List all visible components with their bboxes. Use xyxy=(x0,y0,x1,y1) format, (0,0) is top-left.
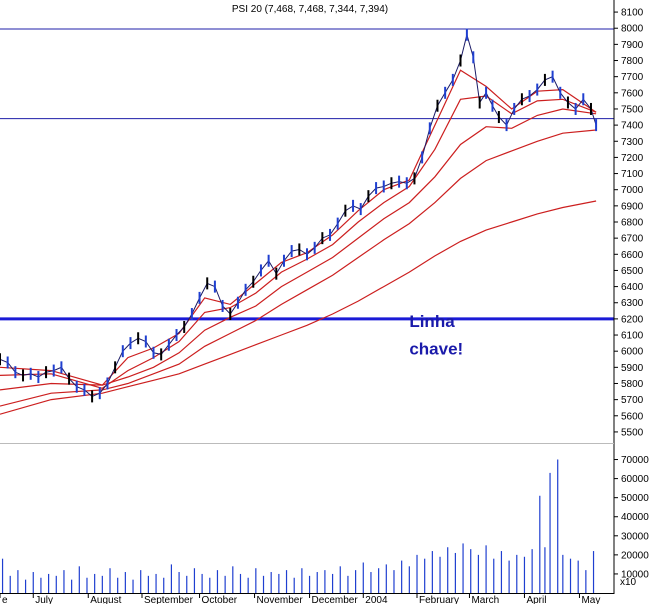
price-tick-label: 6800 xyxy=(621,218,644,229)
x-tick-label: November xyxy=(257,595,304,604)
price-tick-label: 6300 xyxy=(621,298,644,309)
x-tick-label: July xyxy=(35,595,53,604)
price-tick-label: 5500 xyxy=(621,427,644,438)
price-tick-label: 7800 xyxy=(621,56,644,67)
price-tick-label: 6200 xyxy=(621,314,644,325)
x-tick-label: February xyxy=(419,595,459,604)
chart-title: PSI 20 (7,468, 7,468, 7,344, 7,394) xyxy=(232,4,388,15)
moving-average-line-4 xyxy=(0,200,597,415)
x-tick-label: March xyxy=(471,595,499,604)
moving-average-line-1 xyxy=(0,95,597,389)
volume-tick-label: 50000 xyxy=(621,493,649,504)
price-tick-label: 6100 xyxy=(621,331,644,342)
price-tick-label: 7300 xyxy=(621,137,644,148)
volume-tick-label: 20000 xyxy=(621,550,649,561)
price-tick-label: 6000 xyxy=(621,347,644,358)
x-tick-label: April xyxy=(526,595,546,604)
volume-multiplier-label: x10 xyxy=(620,577,637,588)
price-tick-label: 8000 xyxy=(621,24,644,35)
price-tick-label: 6700 xyxy=(621,234,644,245)
price-tick-label: 8100 xyxy=(621,8,644,19)
volume-tick-label: 70000 xyxy=(621,455,649,466)
volume-tick-label: 10000 xyxy=(621,569,649,580)
price-tick-label: 6600 xyxy=(621,250,644,261)
x-tick-label: 2004 xyxy=(365,595,388,604)
moving-average-line-0 xyxy=(0,69,597,386)
x-tick-label: e xyxy=(2,595,8,604)
price-tick-label: 6500 xyxy=(621,266,644,277)
annotation-text: Linha xyxy=(409,312,455,331)
price-tick-label: 7600 xyxy=(621,88,644,99)
price-line xyxy=(0,32,597,397)
x-tick-label: September xyxy=(144,595,194,604)
x-tick-label: May xyxy=(581,595,600,604)
price-tick-label: 7500 xyxy=(621,104,644,115)
x-tick-label: October xyxy=(202,595,238,604)
price-tick-label: 7400 xyxy=(621,121,644,132)
volume-tick-label: 40000 xyxy=(621,512,649,523)
volume-tick-label: 60000 xyxy=(621,474,649,485)
price-tick-label: 7700 xyxy=(621,72,644,83)
price-tick-label: 7900 xyxy=(621,40,644,51)
price-tick-label: 7100 xyxy=(621,169,644,180)
x-tick-label: December xyxy=(312,595,359,604)
price-tick-label: 7200 xyxy=(621,153,644,164)
price-tick-label: 7000 xyxy=(621,185,644,196)
price-tick-label: 6900 xyxy=(621,201,644,212)
price-tick-label: 5600 xyxy=(621,411,644,422)
moving-average-line-2 xyxy=(0,108,597,391)
price-tick-label: 6400 xyxy=(621,282,644,293)
annotation-text: chave! xyxy=(409,339,463,358)
price-tick-label: 5900 xyxy=(621,363,644,374)
x-tick-label: August xyxy=(90,595,121,604)
moving-average-line-3 xyxy=(0,129,597,407)
price-tick-label: 5700 xyxy=(621,395,644,406)
volume-tick-label: 30000 xyxy=(621,531,649,542)
price-tick-label: 5800 xyxy=(621,379,644,390)
